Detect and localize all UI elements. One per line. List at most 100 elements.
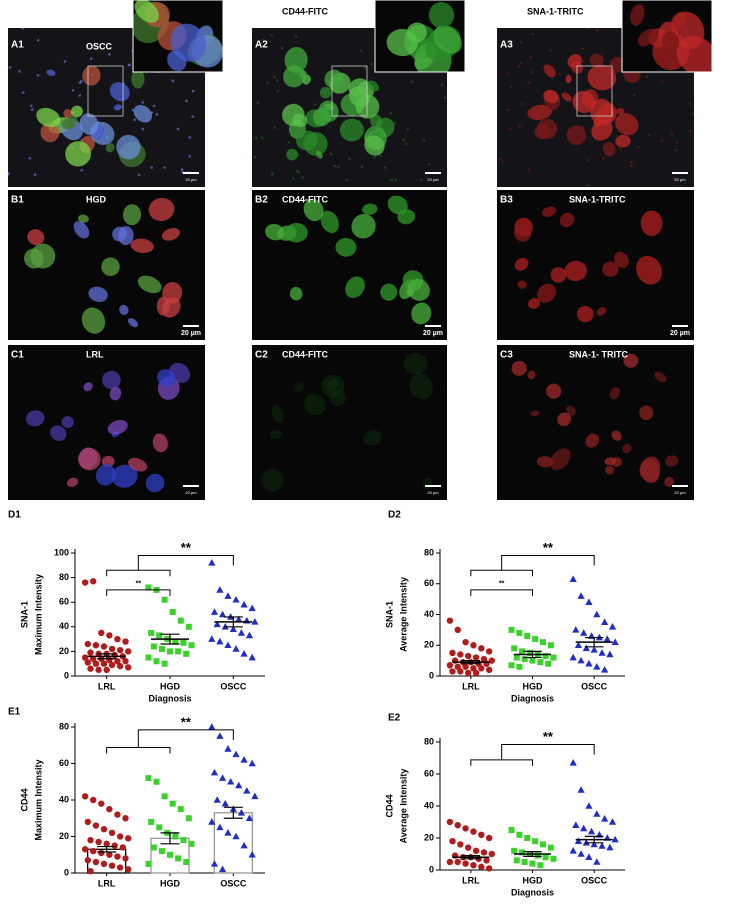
data-point <box>232 595 240 603</box>
micrograph <box>497 28 694 187</box>
cell <box>81 307 106 334</box>
nucleus-dot <box>510 85 513 89</box>
cell <box>270 429 283 440</box>
data-point <box>529 657 536 664</box>
cell <box>286 148 298 161</box>
cell <box>543 64 556 78</box>
panel-title: SNA-1- TRITC <box>569 349 628 359</box>
cell <box>559 212 575 228</box>
scale-label: 20 µm <box>185 177 197 182</box>
data-point <box>145 775 152 782</box>
nucleus-dot <box>270 33 273 37</box>
y-tick-label: 80 <box>59 572 69 582</box>
data-point <box>598 842 606 849</box>
cell <box>27 229 45 246</box>
cell <box>122 204 142 226</box>
y-tick-label: 40 <box>59 794 69 804</box>
data-point <box>188 840 195 847</box>
scale-label: 20 µm <box>427 177 439 182</box>
data-point <box>213 620 221 628</box>
chart-label: D2 <box>388 510 401 521</box>
data-point <box>87 836 94 844</box>
nucleus-dot <box>271 172 274 176</box>
data-point <box>470 828 477 835</box>
data-point <box>572 821 580 828</box>
data-point <box>519 849 526 856</box>
data-point <box>216 637 224 645</box>
bar <box>213 812 253 874</box>
cell <box>370 113 383 129</box>
data-point <box>167 648 173 655</box>
data-point <box>210 860 219 867</box>
cell <box>312 107 331 127</box>
inset-border <box>132 0 224 73</box>
cell <box>296 130 318 151</box>
panel-label: A3 <box>500 40 513 51</box>
cell <box>380 283 398 301</box>
data-point <box>106 805 113 813</box>
data-point <box>150 643 157 650</box>
data-point <box>84 857 92 864</box>
data-point <box>216 732 224 739</box>
bracket <box>106 589 171 596</box>
cell <box>101 257 120 277</box>
data-point <box>114 853 121 860</box>
data-point <box>216 586 224 593</box>
data-point <box>229 625 237 633</box>
nucleus-dot <box>89 57 93 60</box>
cell <box>105 143 115 153</box>
nucleus-dot <box>529 56 533 59</box>
cell <box>433 25 462 54</box>
cell <box>364 135 385 156</box>
nucleus-dot <box>359 49 363 52</box>
bracket <box>137 554 234 571</box>
cell <box>362 203 378 215</box>
data-point <box>449 668 456 675</box>
data-point <box>470 642 477 649</box>
image-background <box>497 345 694 500</box>
data-point <box>150 844 157 851</box>
data-point <box>465 844 472 851</box>
nucleus-dot <box>256 101 260 105</box>
data-point <box>145 654 152 661</box>
y-tick-label: 20 <box>59 831 69 841</box>
data-point <box>208 635 216 642</box>
data-point <box>585 802 593 809</box>
cell <box>326 378 339 392</box>
data-point <box>245 814 254 822</box>
nucleus-dot <box>595 28 599 32</box>
zoom-box <box>331 65 368 117</box>
data-point <box>218 865 227 873</box>
cell <box>152 433 168 453</box>
significance: ** <box>181 540 192 555</box>
data-point <box>125 866 132 873</box>
nucleus-dot <box>155 113 159 116</box>
bracket <box>106 569 171 577</box>
cell <box>661 31 680 53</box>
nucleus-dot <box>333 164 337 168</box>
data-point <box>603 635 611 642</box>
micrograph <box>375 0 465 72</box>
cell <box>403 352 428 375</box>
nucleus-dot <box>180 168 184 171</box>
nucleus-dot <box>63 60 67 63</box>
y-tick-label: 20 <box>59 646 69 656</box>
data-point <box>454 626 461 634</box>
x-axis-label: Diagnosis <box>511 887 554 897</box>
y-tick-label: 60 <box>59 597 69 607</box>
cell <box>676 35 712 72</box>
x-tick-label: LRL <box>462 681 480 691</box>
data-point <box>608 818 617 825</box>
data-point <box>516 663 523 670</box>
y-tick-label: 40 <box>59 621 69 631</box>
data-point <box>87 867 94 875</box>
cell <box>101 455 115 468</box>
data-point <box>156 632 163 639</box>
data-point <box>167 851 173 858</box>
data-point <box>106 632 113 639</box>
nucleus-dot <box>141 127 145 131</box>
nucleus-dot <box>394 178 398 182</box>
nucleus-dot <box>348 157 351 161</box>
data-point <box>235 781 243 789</box>
data-point <box>470 862 477 869</box>
